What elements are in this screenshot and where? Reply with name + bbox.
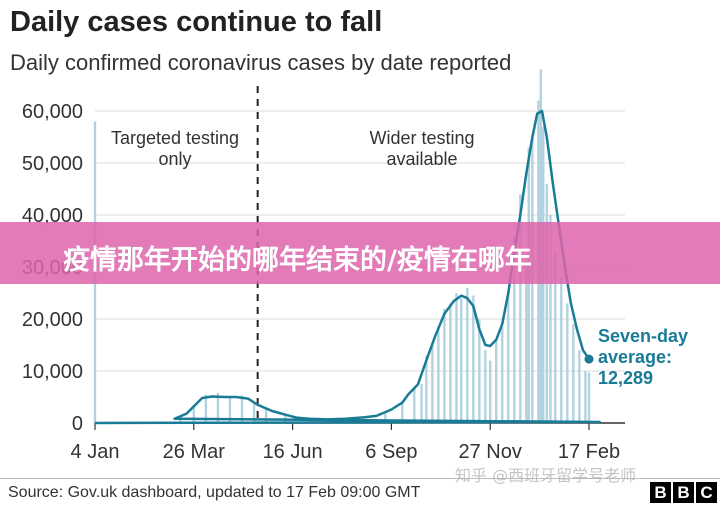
daily-bar xyxy=(443,308,446,423)
daily-bar xyxy=(507,293,510,423)
bbc-logo-letter: B xyxy=(650,482,671,503)
daily-bar xyxy=(425,355,428,423)
daily-bar xyxy=(545,183,549,423)
daily-bar xyxy=(525,267,528,423)
daily-bar xyxy=(252,401,256,423)
daily-bar xyxy=(449,303,452,423)
annotation-label: Targeted testing xyxy=(111,128,239,148)
source-note: Source: Gov.uk dashboard, updated to 17 … xyxy=(8,484,421,501)
daily-bar xyxy=(431,345,434,423)
annotation-label: available xyxy=(386,149,457,169)
daily-bar xyxy=(228,395,232,423)
daily-bar xyxy=(554,251,557,423)
daily-bar xyxy=(484,350,487,423)
average-end-point xyxy=(584,354,594,364)
y-tick-label: 60,000 xyxy=(22,101,83,123)
y-tick-label: 50,000 xyxy=(22,153,83,175)
x-tick-label: 26 Mar xyxy=(163,441,226,463)
daily-bar xyxy=(472,295,475,423)
daily-bar xyxy=(549,215,552,423)
x-tick-label: 16 Jun xyxy=(263,441,323,463)
daily-bar xyxy=(384,413,387,423)
y-tick-label: 40,000 xyxy=(22,205,83,227)
x-tick-label: 27 Nov xyxy=(459,441,522,463)
overlay-banner xyxy=(0,222,720,284)
average-label: 12,289 xyxy=(598,368,653,388)
average-label: average: xyxy=(598,347,672,367)
bbc-logo: B B C xyxy=(650,482,717,503)
chart-subtitle: Daily confirmed coronavirus cases by dat… xyxy=(10,50,512,75)
daily-bar xyxy=(264,409,268,423)
average-label: Seven-day xyxy=(598,326,688,346)
daily-bar xyxy=(437,329,440,423)
daily-bar xyxy=(460,298,463,423)
daily-bar xyxy=(572,324,575,423)
daily-bar xyxy=(466,287,469,423)
daily-bar xyxy=(566,303,569,423)
x-tick-label: 6 Sep xyxy=(365,441,417,463)
watermark: 知乎 @西班牙留学号老师 xyxy=(455,466,637,485)
bbc-logo-letter: C xyxy=(696,482,717,503)
seven-day-average-line xyxy=(94,109,602,425)
daily-bar xyxy=(489,360,492,423)
daily-bar xyxy=(192,404,195,423)
x-tick-label: 17 Feb xyxy=(558,441,620,463)
daily-bar xyxy=(309,419,312,423)
daily-bar xyxy=(455,293,458,423)
daily-bar xyxy=(240,395,244,423)
daily-bar xyxy=(519,194,522,423)
daily-bar xyxy=(527,147,530,423)
daily-bar xyxy=(578,350,581,423)
bbc-logo-letter: B xyxy=(673,482,694,503)
footer-divider xyxy=(0,478,720,479)
annotation-label: Wider testing xyxy=(369,128,474,148)
daily-bar xyxy=(584,371,587,423)
daily-bar xyxy=(587,372,591,423)
daily-bar xyxy=(513,235,516,423)
chart-title: Daily cases continue to fall xyxy=(10,6,383,38)
daily-bar xyxy=(495,339,498,423)
daily-bar xyxy=(413,386,416,423)
y-tick-label: 20,000 xyxy=(22,309,83,331)
y-tick-label: 10,000 xyxy=(22,361,83,383)
annotation-label: only xyxy=(158,149,191,169)
daily-bar xyxy=(478,319,481,423)
daily-bar xyxy=(204,394,208,423)
daily-bar xyxy=(420,384,423,423)
daily-bar xyxy=(501,326,504,423)
daily-bar xyxy=(216,392,220,423)
daily-bar xyxy=(560,277,563,423)
daily-bar xyxy=(401,402,404,423)
x-tick-label: 4 Jan xyxy=(71,441,120,463)
y-tick-label: 0 xyxy=(72,413,83,435)
overlay-banner-text: 疫情那年开始的哪年结束的/疫情在哪年 xyxy=(63,245,532,276)
